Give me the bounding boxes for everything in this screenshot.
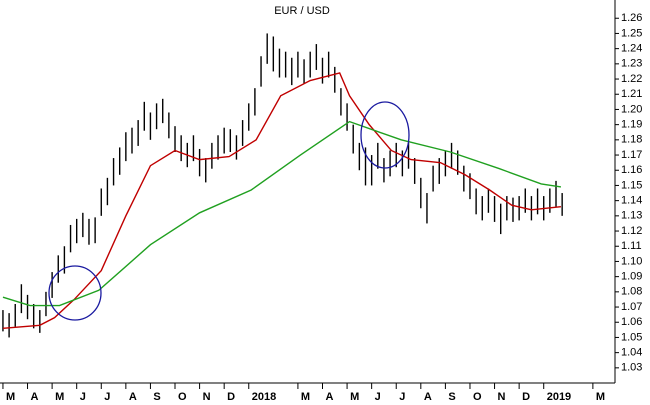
y-tick-label: 1.09 xyxy=(621,271,642,283)
y-tick-label: 1.08 xyxy=(621,286,642,298)
y-tick-label: 1.03 xyxy=(621,362,642,374)
x-tick-label: D xyxy=(522,391,530,403)
y-tick-label: 1.21 xyxy=(621,88,642,100)
x-tick-label: J xyxy=(399,391,405,403)
y-tick-label: 1.04 xyxy=(621,347,642,359)
chart-title: EUR / USD xyxy=(274,5,330,17)
x-tick-label: O xyxy=(473,391,482,403)
y-tick-label: 1.06 xyxy=(621,316,642,328)
x-tick-label: A xyxy=(31,391,39,403)
y-tick-label: 1.15 xyxy=(621,179,642,191)
y-tick-label: 1.11 xyxy=(621,240,642,252)
x-tick-label: J xyxy=(80,391,86,403)
x-tick-label: M xyxy=(350,391,359,403)
y-tick-label: 1.14 xyxy=(621,195,642,207)
y-tick-label: 1.23 xyxy=(621,58,642,70)
x-tick-label: A xyxy=(129,391,137,403)
y-tick-label: 1.05 xyxy=(621,331,642,343)
y-tick-label: 1.16 xyxy=(621,164,642,176)
x-tick-label: M xyxy=(55,391,64,403)
y-tick-label: 1.26 xyxy=(621,12,642,24)
y-tick-label: 1.25 xyxy=(621,27,642,39)
x-tick-label: M xyxy=(301,391,310,403)
x-tick-label: N xyxy=(203,391,211,403)
x-tick-label: 2019 xyxy=(547,391,571,403)
y-tick-label: 1.12 xyxy=(621,225,642,237)
y-tick-label: 1.22 xyxy=(621,73,642,85)
highlight-circle xyxy=(48,265,102,321)
moving-average xyxy=(2,120,562,307)
y-tick-label: 1.17 xyxy=(621,149,642,161)
y-tick-label: 1.19 xyxy=(621,119,642,131)
x-tick-label: D xyxy=(227,391,235,403)
y-tick-label: 1.10 xyxy=(621,255,642,267)
y-tick-label: 1.13 xyxy=(621,210,642,222)
x-tick-label: J xyxy=(104,391,110,403)
x-tick-label: M xyxy=(6,391,15,403)
x-tick-label: A xyxy=(424,391,432,403)
x-tick-label: O xyxy=(178,391,187,403)
highlight-circle xyxy=(360,101,410,169)
x-tick-label: N xyxy=(498,391,506,403)
y-tick-label: 1.07 xyxy=(621,301,642,313)
y-tick-label: 1.18 xyxy=(621,134,642,146)
y-tick-label: 1.24 xyxy=(621,43,642,55)
y-tick-label: 1.20 xyxy=(621,103,642,115)
x-tick-label: M xyxy=(596,391,605,403)
x-tick-label: S xyxy=(153,391,160,403)
x-tick-label: S xyxy=(448,391,455,403)
plot-area xyxy=(2,33,563,338)
x-tick-label: 2018 xyxy=(252,391,276,403)
x-tick-label: A xyxy=(325,391,333,403)
moving-average xyxy=(2,72,561,330)
x-tick-label: J xyxy=(375,391,381,403)
